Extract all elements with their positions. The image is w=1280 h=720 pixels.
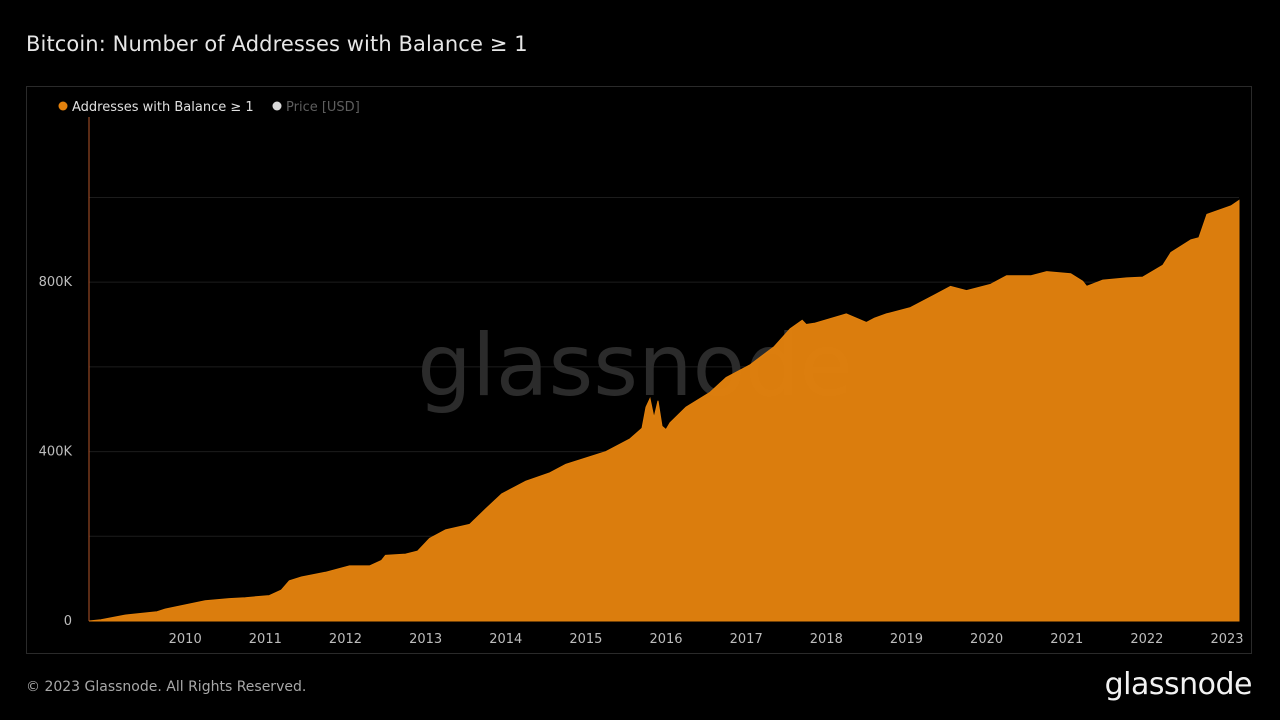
- x-tick-label: 2016: [649, 632, 682, 647]
- series-area-addresses: [88, 199, 1240, 622]
- x-tick-label: 2021: [1050, 632, 1083, 647]
- x-tick-label: 2014: [489, 632, 522, 647]
- x-tick-label: 2013: [409, 632, 442, 647]
- x-tick-label: 2017: [730, 632, 763, 647]
- legend-label-addresses: Addresses with Balance ≥ 1: [72, 100, 254, 115]
- x-tick-label: 2012: [329, 632, 362, 647]
- chart-panel: 0 400K 800K 2010 2011 2012 2013 2014 2015 2016 201…: [26, 86, 1252, 654]
- x-tick-label: 2011: [249, 632, 282, 647]
- copyright-footer: © 2023 Glassnode. All Rights Reserved.: [26, 679, 307, 695]
- legend-label-price: Price [USD]: [286, 100, 360, 115]
- area-chart: 0 400K 800K 2010 2011 2012 2013 2014 2015 2016 201…: [39, 100, 1244, 647]
- page-title: Bitcoin: Number of Addresses with Balanc…: [26, 32, 528, 56]
- x-tick-label: 2020: [970, 632, 1003, 647]
- legend-marker-addresses: [58, 101, 68, 111]
- x-tick-label: 2019: [890, 632, 923, 647]
- y-tick-label: 0: [64, 614, 72, 629]
- x-tick-label: 2015: [569, 632, 602, 647]
- y-tick-label: 400K: [39, 445, 73, 460]
- brand-logo: glassnode: [1104, 667, 1253, 702]
- x-tick-label: 2023: [1210, 632, 1243, 647]
- x-tick-label: 2010: [169, 632, 202, 647]
- x-tick-label: 2022: [1130, 632, 1163, 647]
- x-tick-label: 2018: [810, 632, 843, 647]
- legend-marker-price: [272, 101, 282, 111]
- y-tick-label: 800K: [39, 275, 73, 290]
